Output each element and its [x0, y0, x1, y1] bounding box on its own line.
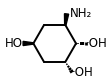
- Text: HO: HO: [5, 37, 23, 50]
- Polygon shape: [23, 41, 33, 46]
- Text: ·OH: ·OH: [72, 66, 94, 78]
- Text: ·OH: ·OH: [86, 37, 108, 50]
- Text: NH₂: NH₂: [69, 7, 92, 20]
- Polygon shape: [65, 14, 69, 25]
